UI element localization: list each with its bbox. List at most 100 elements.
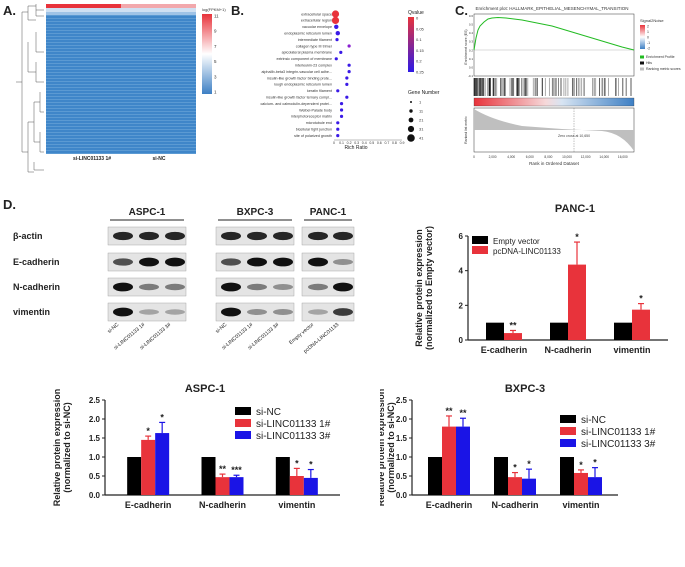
qvalue-tick: 0.1 bbox=[416, 37, 422, 42]
wb-band bbox=[165, 257, 185, 267]
chart-bar bbox=[574, 472, 588, 495]
chart-bar bbox=[614, 322, 632, 340]
wb-protein-label: β-actin bbox=[13, 231, 43, 241]
wb-group-label: ASPC-1 bbox=[129, 207, 166, 218]
chart-ytick: 4 bbox=[459, 267, 464, 276]
chart-bar bbox=[127, 457, 142, 495]
wb-lane-label: si-NC bbox=[106, 322, 120, 335]
chart-ytick: 2.5 bbox=[396, 396, 408, 405]
chart-legend-swatch bbox=[472, 236, 488, 244]
gene-number-legend-title: Gene Number bbox=[408, 90, 440, 96]
chart-bar bbox=[289, 476, 304, 495]
chart-title: ASPC-1 bbox=[185, 383, 225, 395]
wb-band bbox=[308, 283, 328, 291]
chart-ylabel: Relative protein expression bbox=[380, 389, 386, 507]
qvalue-tick: 0.25 bbox=[416, 70, 425, 75]
enrichment-term: keratin filament bbox=[307, 89, 332, 93]
enrichment-dot bbox=[334, 24, 339, 29]
chart-ytick: 2.0 bbox=[89, 415, 101, 424]
wb-band bbox=[139, 283, 159, 291]
chart-legend-label: si-LINC01133 1# bbox=[581, 427, 656, 438]
enrichment-dot bbox=[339, 114, 344, 118]
enrichment-dot bbox=[345, 82, 349, 86]
gsea-es-tick: 0.2 bbox=[469, 48, 474, 52]
chart-ylabel-sub: (normalized to si-NC) bbox=[386, 402, 396, 493]
heatmap-legend-tick: 3 bbox=[214, 74, 217, 79]
chart-bar bbox=[568, 264, 586, 340]
chart-significance: * bbox=[639, 294, 643, 304]
chart-legend-swatch bbox=[235, 431, 251, 439]
chart-bar bbox=[141, 439, 156, 495]
chart-legend-label: si-NC bbox=[256, 407, 281, 418]
gsea-signal-colorbar bbox=[640, 25, 645, 49]
chart-ytick: 0.5 bbox=[396, 472, 408, 481]
chart-legend-swatch bbox=[560, 415, 576, 423]
wb-strip bbox=[107, 302, 187, 322]
wb-band bbox=[308, 231, 328, 241]
gsea-es-tick: 0.6 bbox=[469, 14, 474, 18]
enrichment-dot bbox=[336, 121, 340, 125]
chart-legend-swatch bbox=[560, 427, 576, 435]
wb-band bbox=[333, 231, 353, 241]
qvalue-legend-title: Qvalue bbox=[408, 10, 424, 16]
chart-category-label: E-cadherin bbox=[125, 500, 172, 510]
wb-band bbox=[221, 258, 241, 266]
chart-category-label: N-cadherin bbox=[199, 500, 246, 510]
wb-band bbox=[308, 309, 328, 315]
gsea-legend-item: Hits bbox=[646, 61, 652, 65]
gsea-es-frame bbox=[473, 13, 635, 77]
heatmap-sample-label-2: si-NC bbox=[152, 156, 165, 162]
chart-ytick: 2.0 bbox=[396, 415, 408, 424]
wb-band bbox=[113, 258, 133, 266]
enrichment-dot bbox=[339, 102, 344, 106]
gsea-legend-tick: 0 bbox=[647, 36, 649, 40]
wb-band bbox=[139, 257, 159, 267]
enrichment-dot bbox=[347, 44, 351, 48]
gene-number-tick: 31 bbox=[419, 127, 424, 132]
enrichment-term: extracellular space bbox=[301, 12, 332, 16]
gsea-xtick: 16,000 bbox=[618, 155, 628, 159]
wb-band bbox=[113, 307, 133, 317]
chart-bar bbox=[155, 433, 170, 495]
gsea-legend-tick: 2 bbox=[647, 25, 649, 29]
panel-label-d: D. bbox=[3, 197, 16, 212]
chart-bar bbox=[494, 457, 508, 495]
chart-bar bbox=[504, 333, 522, 340]
gene-number-tick: 41 bbox=[419, 136, 424, 141]
gsea-xtick: 10,000 bbox=[562, 155, 572, 159]
gsea-es-tick: -0.1 bbox=[468, 74, 474, 78]
enrichment-xtick: 0.3 bbox=[354, 141, 359, 145]
gene-number-dot bbox=[410, 101, 412, 103]
chart-bar bbox=[560, 457, 574, 495]
wb-protein-label: vimentin bbox=[13, 307, 50, 317]
chart-significance: * bbox=[160, 412, 164, 422]
enrichment-dot bbox=[336, 134, 340, 138]
qvalue-tick: 0.05 bbox=[416, 26, 425, 31]
wb-band bbox=[113, 231, 133, 241]
chart-bar bbox=[456, 426, 470, 495]
chart-ylabel-sub: (normalized to si-NC) bbox=[62, 402, 72, 493]
heatmap-legend-tick: 11 bbox=[214, 14, 219, 19]
wb-lane-label: si-NC bbox=[214, 322, 228, 335]
wb-band bbox=[139, 309, 159, 315]
chart-bar bbox=[588, 477, 602, 495]
enrichment-dot bbox=[331, 10, 340, 18]
gsea-es-tick: 0.4 bbox=[469, 31, 474, 35]
enrichment-xlabel: Rich Ratio bbox=[344, 145, 367, 151]
chart-category-label: vimentin bbox=[613, 345, 650, 355]
panel-label-c: C. bbox=[455, 3, 468, 18]
chart-category-label: vimentin bbox=[278, 500, 315, 510]
chart-bar bbox=[275, 457, 290, 495]
heatmap-legend-tick: 7 bbox=[214, 44, 217, 49]
chart-significance: *** bbox=[231, 465, 242, 475]
enrichment-dot bbox=[336, 89, 340, 93]
enrichment-term: insulin-like growth factor binding prote… bbox=[267, 76, 332, 80]
enrichment-term: endoplasmic reticulum lumen bbox=[284, 32, 332, 36]
panel-label-b: B. bbox=[231, 3, 244, 18]
gene-number-tick: 1 bbox=[419, 100, 422, 105]
wb-strip bbox=[215, 302, 295, 322]
enrichment-term: interphotoreceptor matrix bbox=[291, 115, 332, 119]
wb-band bbox=[273, 284, 293, 290]
chart-title: BXPC-3 bbox=[505, 383, 545, 395]
gsea-xtick: 14,000 bbox=[599, 155, 609, 159]
